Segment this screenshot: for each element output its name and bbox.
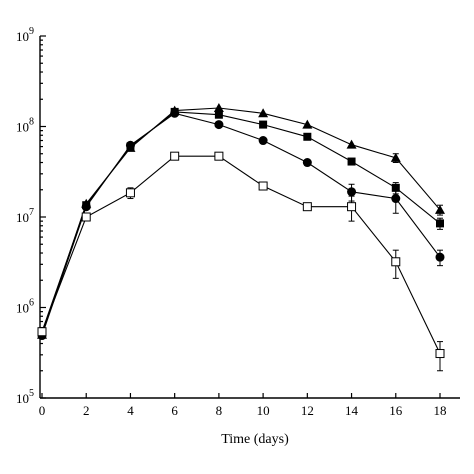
x-tick-label: 18 bbox=[434, 403, 447, 418]
data-point bbox=[125, 140, 135, 150]
data-point bbox=[258, 108, 269, 118]
series-line bbox=[41, 107, 441, 335]
data-point bbox=[214, 110, 223, 119]
data-point bbox=[37, 327, 47, 337]
y-tick-label: 107 bbox=[16, 207, 34, 225]
data-point bbox=[302, 202, 312, 212]
data-point bbox=[213, 103, 224, 113]
data-point bbox=[170, 151, 180, 161]
y-tick-label: 105 bbox=[16, 388, 34, 406]
x-tick-label: 10 bbox=[257, 403, 270, 418]
data-point bbox=[346, 139, 357, 149]
data-point bbox=[303, 132, 312, 141]
y-tick-label: 109 bbox=[16, 26, 34, 44]
x-tick-label: 12 bbox=[301, 403, 314, 418]
x-tick-label: 2 bbox=[83, 403, 90, 418]
data-point bbox=[390, 152, 401, 162]
series-line bbox=[41, 112, 441, 336]
data-point bbox=[214, 151, 224, 161]
data-point bbox=[435, 204, 445, 214]
data-point bbox=[435, 252, 445, 262]
data-point bbox=[435, 349, 445, 359]
data-point bbox=[347, 157, 356, 166]
x-tick-label: 4 bbox=[127, 403, 134, 418]
data-point bbox=[170, 108, 180, 118]
x-tick-label: 6 bbox=[171, 403, 178, 418]
data-point bbox=[125, 188, 135, 198]
series-1 bbox=[37, 103, 445, 339]
series-3 bbox=[37, 108, 445, 341]
y-tick-label: 108 bbox=[16, 117, 34, 135]
data-point bbox=[214, 120, 224, 130]
data-point bbox=[81, 212, 91, 222]
data-point bbox=[436, 219, 444, 228]
series-4 bbox=[37, 151, 445, 372]
y-tick-label: 106 bbox=[16, 298, 34, 316]
x-axis-title: Time (days) bbox=[221, 432, 289, 447]
data-point bbox=[391, 257, 401, 267]
data-point bbox=[391, 194, 401, 204]
data-point bbox=[302, 119, 313, 129]
series-2 bbox=[38, 107, 444, 336]
x-tick-label: 16 bbox=[389, 403, 403, 418]
data-point bbox=[347, 187, 357, 197]
data-point bbox=[258, 181, 268, 191]
data-point bbox=[258, 136, 268, 146]
data-point bbox=[259, 120, 268, 129]
x-tick-label: 8 bbox=[216, 403, 223, 418]
data-point bbox=[302, 158, 312, 168]
x-tick-label: 0 bbox=[39, 403, 46, 418]
x-tick-label: 14 bbox=[345, 403, 359, 418]
series-layer bbox=[37, 103, 445, 372]
series-line bbox=[41, 111, 441, 332]
series-line bbox=[41, 155, 441, 354]
data-point bbox=[347, 202, 357, 212]
axes: 0 2 4 6 8 10 12 14 16 18 105 106 107 108 109 bbox=[16, 26, 460, 418]
data-point bbox=[81, 202, 91, 212]
